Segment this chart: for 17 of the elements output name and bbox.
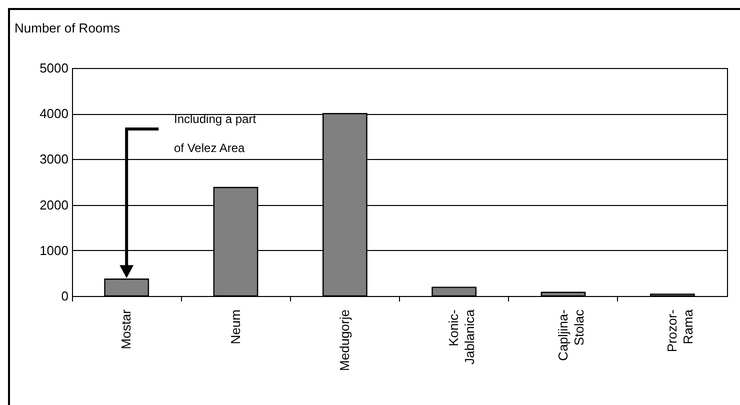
y-tick-label: 2000: [40, 197, 68, 212]
bar: [540, 292, 586, 297]
y-tick-label: 4000: [40, 106, 68, 122]
text: Including a part of Velez Area: [174, 112, 256, 155]
y-tick-label: 3000: [40, 152, 68, 167]
x-tick-label: Neum: [228, 310, 243, 344]
x-tick-label: Konic- Jablanica: [446, 308, 478, 364]
y-tick-label: 5000: [40, 60, 68, 76]
x-tick-label: Medugorje: [336, 310, 352, 371]
x-tick-label: Capljina- Stolac: [555, 309, 586, 361]
x-tick-label: Prozor- Rama: [664, 308, 696, 352]
bar: [104, 278, 150, 297]
bar: [432, 286, 477, 297]
x-tick-label: Mostar: [118, 308, 134, 350]
y-tick-label: 1000: [40, 242, 68, 258]
y-tick-label: 0: [61, 288, 68, 304]
y-axis-title: Number of Rooms: [14, 20, 120, 36]
